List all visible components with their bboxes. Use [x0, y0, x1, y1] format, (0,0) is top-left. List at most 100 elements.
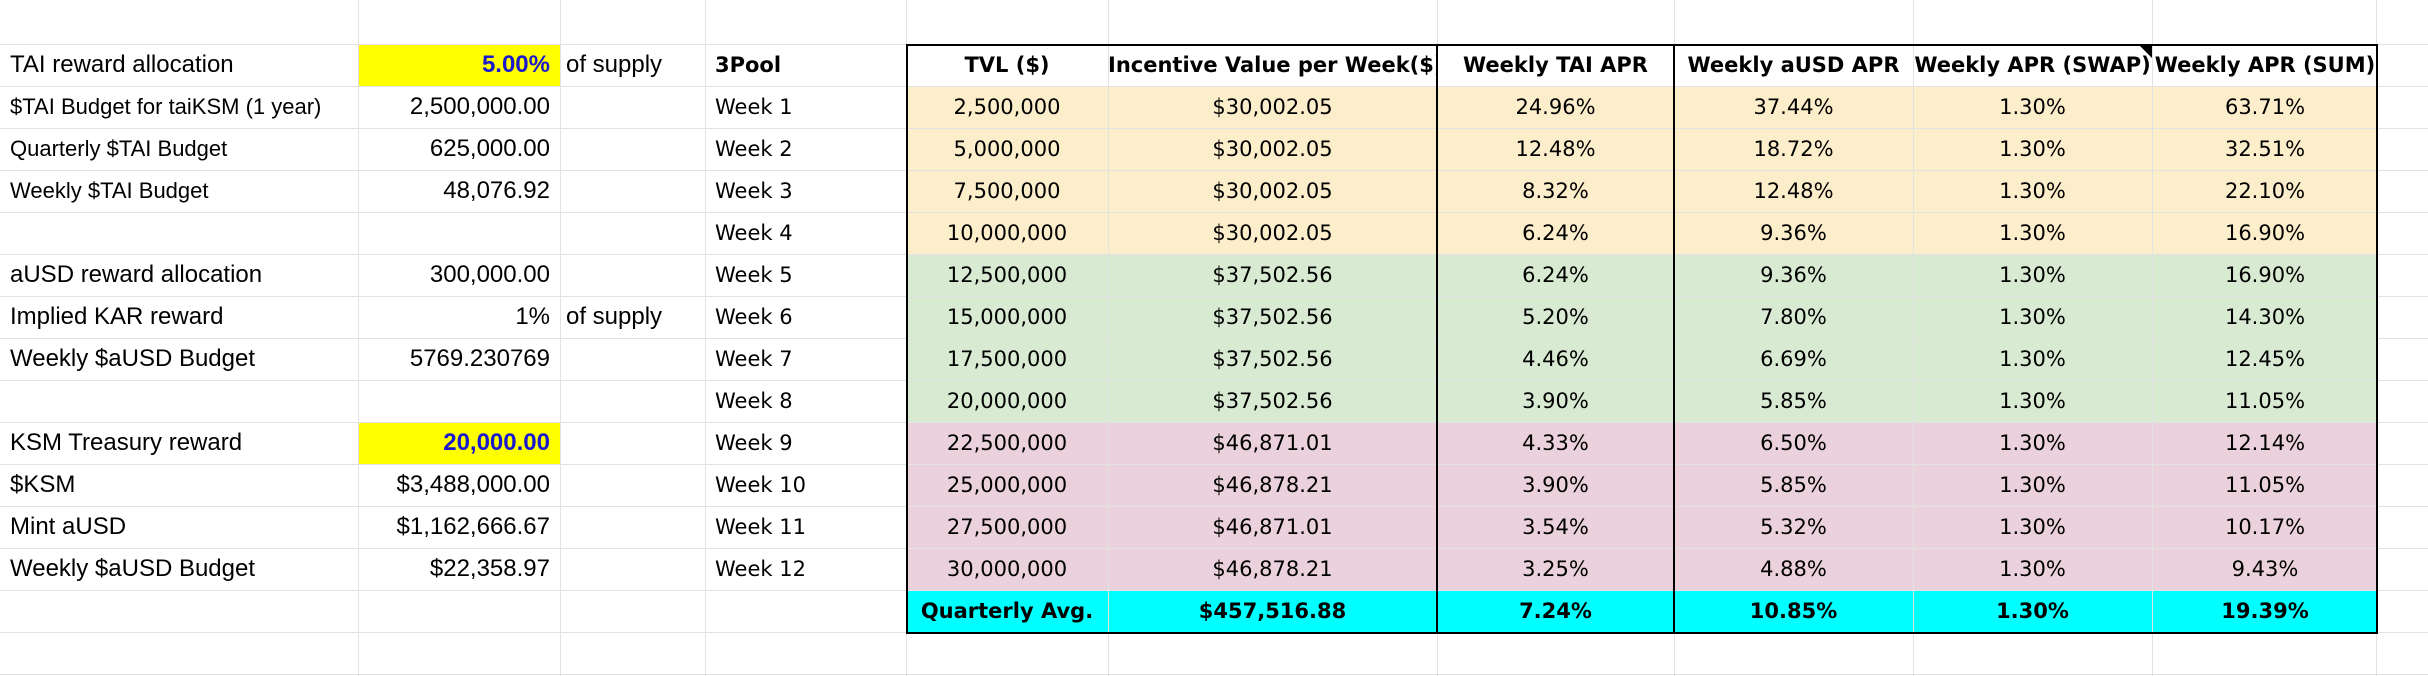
- param-label: KSM Treasury reward: [10, 429, 243, 456]
- param-value[interactable]: 1%: [515, 303, 550, 330]
- table-cell[interactable]: 30,000,000: [946, 557, 1068, 581]
- table-cell[interactable]: $37,502.56: [1212, 347, 1333, 371]
- table-footer-cell[interactable]: 19.39%: [2221, 599, 2309, 623]
- table-cell[interactable]: 16.90%: [2224, 221, 2306, 245]
- param-value[interactable]: $22,358.97: [429, 555, 550, 582]
- table-cell[interactable]: 1.30%: [1999, 389, 2066, 413]
- param-value[interactable]: 2,500,000.00: [409, 93, 550, 120]
- table-footer-cell[interactable]: 7.24%: [1519, 599, 1592, 623]
- param-value[interactable]: $3,488,000.00: [396, 471, 550, 498]
- table-cell[interactable]: 7,500,000: [953, 179, 1061, 203]
- table-cell[interactable]: 6.50%: [1760, 431, 1827, 455]
- table-cell[interactable]: 5.85%: [1760, 389, 1827, 413]
- param-value[interactable]: 5.00%: [481, 51, 550, 78]
- param-value[interactable]: 20,000.00: [443, 429, 550, 456]
- table-cell[interactable]: $37,502.56: [1212, 389, 1333, 413]
- table-cell[interactable]: 3.90%: [1522, 389, 1589, 413]
- table-cell[interactable]: 2,500,000: [953, 95, 1061, 119]
- table-cell[interactable]: 17,500,000: [946, 347, 1068, 371]
- table-cell[interactable]: 32.51%: [2224, 137, 2306, 161]
- table-header[interactable]: Weekly TAI APR: [1463, 53, 1648, 77]
- table-cell[interactable]: 1.30%: [1999, 95, 2066, 119]
- table-cell[interactable]: 25,000,000: [946, 473, 1068, 497]
- comment-indicator-icon[interactable]: [2140, 46, 2152, 58]
- table-footer-cell[interactable]: $457,516.88: [1198, 599, 1347, 623]
- table-cell[interactable]: 5.32%: [1760, 515, 1827, 539]
- table-footer-cell[interactable]: Quarterly Avg.: [920, 599, 1094, 623]
- grid-row-line: [0, 338, 2428, 339]
- table-header[interactable]: Weekly APR (SUM): [2154, 53, 2376, 77]
- table-cell[interactable]: 1.30%: [1999, 347, 2066, 371]
- table-cell[interactable]: 6.24%: [1522, 263, 1589, 287]
- param-value[interactable]: 300,000.00: [429, 261, 550, 288]
- table-cell[interactable]: 22.10%: [2224, 179, 2306, 203]
- table-cell[interactable]: 10,000,000: [946, 221, 1068, 245]
- table-cell[interactable]: 12.48%: [1515, 137, 1596, 161]
- table-cell[interactable]: 12.45%: [2224, 347, 2306, 371]
- table-cell[interactable]: 6.69%: [1760, 347, 1827, 371]
- table-cell[interactable]: $46,878.21: [1212, 557, 1333, 581]
- param-value[interactable]: 48,076.92: [443, 177, 550, 204]
- table-cell[interactable]: 1.30%: [1999, 305, 2066, 329]
- table-cell[interactable]: 18.72%: [1753, 137, 1834, 161]
- table-cell[interactable]: 1.30%: [1999, 431, 2066, 455]
- table-cell[interactable]: $46,871.01: [1212, 431, 1333, 455]
- table-cell[interactable]: 8.32%: [1522, 179, 1589, 203]
- table-cell[interactable]: 12.48%: [1753, 179, 1834, 203]
- table-cell[interactable]: 10.17%: [2224, 515, 2306, 539]
- param-value[interactable]: [358, 380, 560, 422]
- table-cell[interactable]: 11.05%: [2224, 389, 2306, 413]
- table-cell[interactable]: 27,500,000: [946, 515, 1068, 539]
- table-cell[interactable]: $46,878.21: [1212, 473, 1333, 497]
- table-cell[interactable]: 20,000,000: [946, 389, 1068, 413]
- table-cell[interactable]: $30,002.05: [1212, 137, 1333, 161]
- table-cell[interactable]: 3.25%: [1522, 557, 1589, 581]
- table-cell[interactable]: 4.46%: [1522, 347, 1589, 371]
- table-cell[interactable]: 1.30%: [1999, 515, 2066, 539]
- table-cell[interactable]: 9.36%: [1760, 263, 1827, 287]
- table-cell[interactable]: 11.05%: [2224, 473, 2306, 497]
- table-cell[interactable]: 24.96%: [1515, 95, 1596, 119]
- table-cell[interactable]: 6.24%: [1522, 221, 1589, 245]
- table-cell[interactable]: 15,000,000: [946, 305, 1068, 329]
- table-cell[interactable]: 9.43%: [2231, 557, 2299, 581]
- table-cell[interactable]: 63.71%: [2224, 95, 2306, 119]
- table-cell[interactable]: 3.54%: [1522, 515, 1589, 539]
- table-footer-cell[interactable]: 1.30%: [1996, 599, 2069, 623]
- table-cell[interactable]: $46,871.01: [1212, 515, 1333, 539]
- table-cell[interactable]: $37,502.56: [1212, 263, 1333, 287]
- table-cell[interactable]: 22,500,000: [946, 431, 1068, 455]
- table-cell[interactable]: 3.90%: [1522, 473, 1589, 497]
- table-cell[interactable]: 1.30%: [1999, 557, 2066, 581]
- table-cell[interactable]: 4.88%: [1760, 557, 1827, 581]
- param-value[interactable]: [358, 212, 560, 254]
- table-cell[interactable]: 37.44%: [1753, 95, 1834, 119]
- table-header[interactable]: Weekly aUSD APR: [1687, 53, 1900, 77]
- param-value[interactable]: 625,000.00: [429, 135, 550, 162]
- table-cell[interactable]: $37,502.56: [1212, 305, 1333, 329]
- table-cell[interactable]: 5.85%: [1760, 473, 1827, 497]
- table-cell[interactable]: 1.30%: [1999, 137, 2066, 161]
- table-header[interactable]: Incentive Value per Week($): [1108, 53, 1437, 77]
- table-cell[interactable]: 14.30%: [2224, 305, 2306, 329]
- table-cell[interactable]: 1.30%: [1999, 473, 2066, 497]
- table-cell[interactable]: 7.80%: [1760, 305, 1827, 329]
- table-cell[interactable]: $30,002.05: [1212, 221, 1333, 245]
- table-cell[interactable]: 1.30%: [1999, 221, 2066, 245]
- table-cell[interactable]: 4.33%: [1522, 431, 1589, 455]
- table-cell[interactable]: $30,002.05: [1212, 179, 1333, 203]
- param-value[interactable]: 5769.230769: [409, 345, 550, 372]
- table-footer-cell[interactable]: 10.85%: [1749, 599, 1838, 623]
- table-cell[interactable]: $30,002.05: [1212, 95, 1333, 119]
- table-cell[interactable]: 1.30%: [1999, 179, 2066, 203]
- table-cell[interactable]: 9.36%: [1760, 221, 1827, 245]
- param-value[interactable]: $1,162,666.67: [396, 513, 550, 540]
- table-cell[interactable]: 12,500,000: [946, 263, 1068, 287]
- table-header[interactable]: TVL ($): [964, 53, 1050, 77]
- table-cell[interactable]: 16.90%: [2224, 263, 2306, 287]
- table-header[interactable]: Weekly APR (SWAP): [1914, 53, 2151, 77]
- table-cell[interactable]: 12.14%: [2224, 431, 2306, 455]
- table-cell[interactable]: 5,000,000: [953, 137, 1061, 161]
- table-cell[interactable]: 1.30%: [1999, 263, 2066, 287]
- table-cell[interactable]: 5.20%: [1522, 305, 1589, 329]
